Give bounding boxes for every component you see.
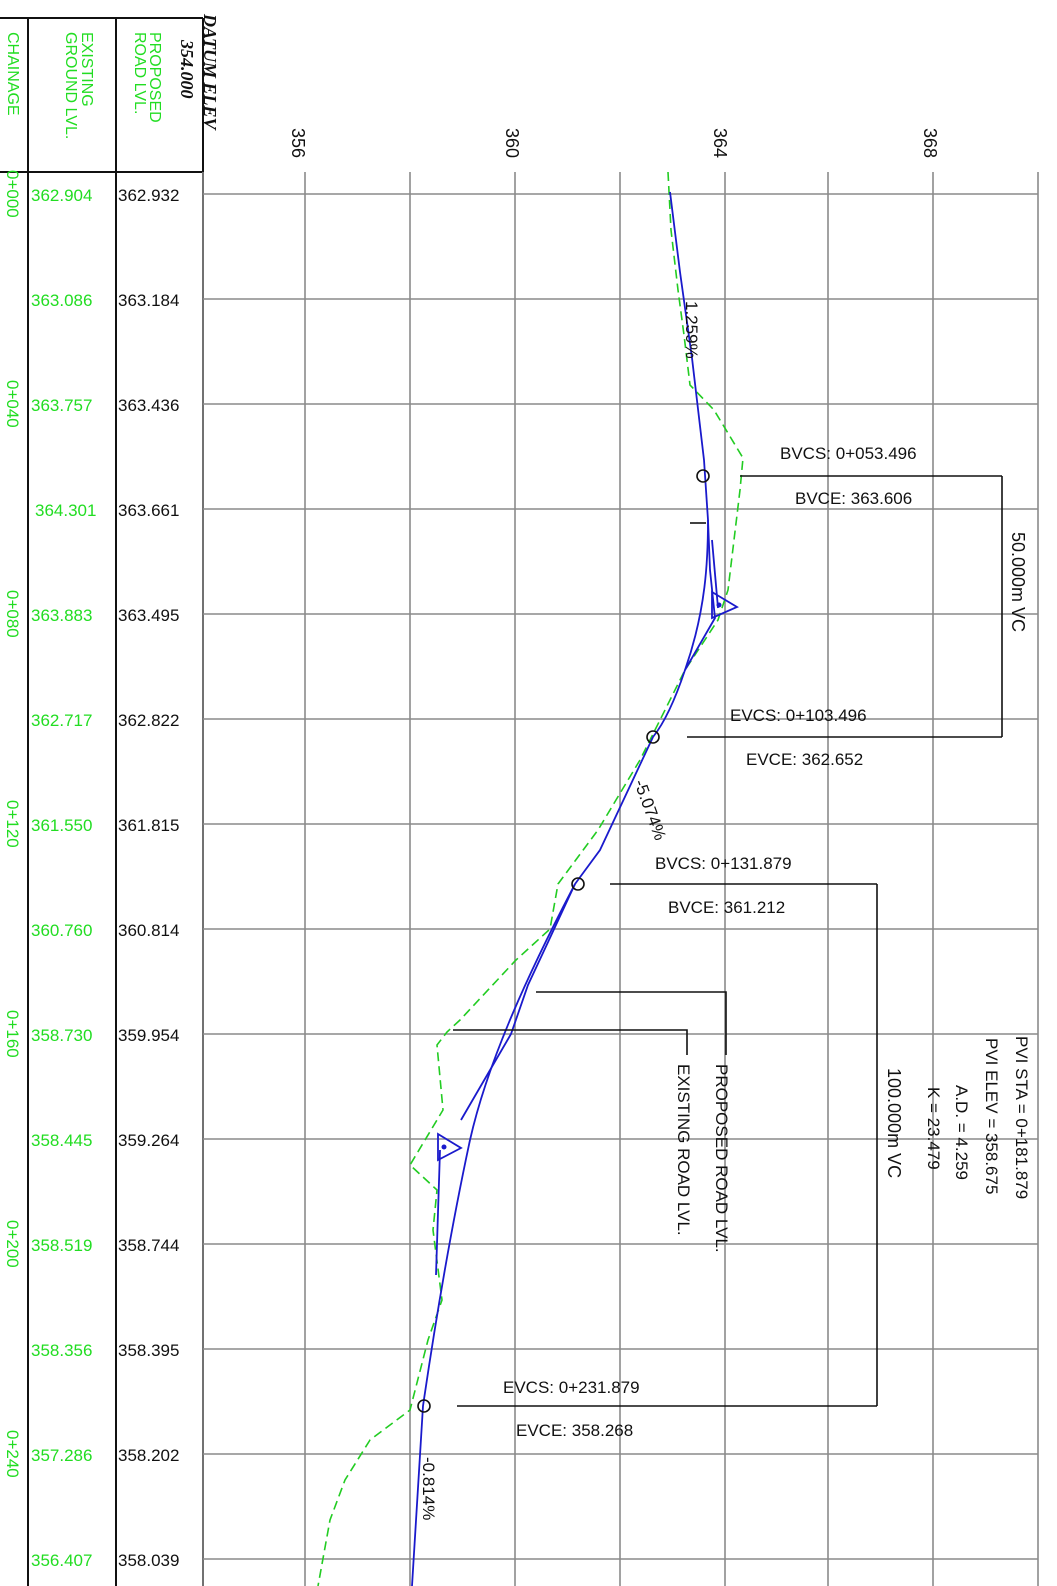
curve1-dimension	[687, 475, 1003, 738]
curve2-dimension	[457, 883, 878, 1407]
proposed-level-value: 363.184	[118, 291, 179, 310]
existing-level-value: 363.883	[31, 606, 92, 625]
existing-header-line2: GROUND LVL.	[62, 32, 79, 139]
proposed-level-value: 362.932	[118, 186, 179, 205]
existing-level-value: 362.717	[31, 711, 92, 730]
curve2-ad: A.D. = 4.259	[952, 1085, 971, 1180]
proposed-level-value: 362.822	[118, 711, 179, 730]
curve1-evce: EVCE: 362.652	[746, 750, 863, 769]
curve1-bvce: BVCE: 363.606	[795, 489, 912, 508]
proposed-road-line	[411, 191, 719, 1586]
curve2-pvi-sta: PVI STA = 0+181.879	[1012, 1036, 1031, 1199]
pvi-markers	[437, 590, 739, 1162]
existing-level-value: 358.356	[31, 1341, 92, 1360]
curve2-evcs: EVCS: 0+231.879	[503, 1378, 640, 1397]
proposed-level-value: 363.495	[118, 606, 179, 625]
elevation-tick: 360	[502, 128, 522, 158]
elevation-tick: 368	[920, 128, 940, 158]
curve2-pvi-elev: PVI ELEV = 358.675	[982, 1038, 1001, 1194]
existing-level-value: 363.086	[31, 291, 92, 310]
proposed-level-value: 361.815	[118, 816, 179, 835]
curve1-length: 50.000m VC	[1008, 532, 1028, 632]
proposed-level-value: 358.744	[118, 1236, 179, 1255]
chainage-value: 0+040	[3, 380, 22, 428]
curve1-bvcs: BVCS: 0+053.496	[780, 444, 917, 463]
grade-label-3: -0.814%	[419, 1457, 438, 1520]
legend-existing-road: EXISTING ROAD LVL.	[674, 1064, 693, 1236]
existing-level-value: 361.550	[31, 816, 92, 835]
existing-level-value: 358.445	[31, 1131, 92, 1150]
bvc2-marker-icon	[571, 877, 585, 891]
chainage-value: 0+120	[3, 800, 22, 848]
evc2-marker-icon	[417, 1399, 431, 1413]
proposed-level-value: 363.436	[118, 396, 179, 415]
curve2-k: K = 23.479	[924, 1087, 943, 1170]
existing-level-value: 363.757	[31, 396, 92, 415]
grade-label-2: -5.074%	[630, 777, 670, 843]
existing-header-line1: EXISTING	[78, 32, 95, 107]
curve2-evce: EVCE: 358.268	[516, 1421, 633, 1440]
datum-value: 354.000	[177, 39, 197, 99]
row-values: 362.904 362.932 0+000 363.086 363.184 363.757…	[3, 170, 179, 1570]
proposed-level-value: 358.202	[118, 1446, 179, 1465]
curve2-length: 100.000m VC	[884, 1068, 904, 1178]
elevation-tick: 364	[710, 128, 730, 158]
profile-grid	[202, 172, 1039, 1586]
proposed-level-value: 360.814	[118, 921, 179, 940]
chainage-value: 0+000	[3, 170, 22, 218]
existing-level-value: 360.760	[31, 921, 92, 940]
chainage-value: 0+200	[3, 1220, 22, 1268]
curve2-bvcs: BVCS: 0+131.879	[655, 854, 792, 873]
chainage-value: 0+080	[3, 590, 22, 638]
legend-proposed-road: PROPOSED ROAD LVL.	[712, 1064, 731, 1253]
existing-level-value: 362.904	[31, 186, 92, 205]
proposed-level-value: 359.264	[118, 1131, 179, 1150]
existing-level-value: 356.407	[31, 1551, 92, 1570]
pvi1-triangle-icon	[711, 590, 739, 620]
existing-level-value: 358.519	[31, 1236, 92, 1255]
proposed-header-line2: ROAD LVL.	[131, 32, 148, 114]
curve-markers	[417, 469, 710, 1413]
existing-ground-line	[317, 171, 744, 1586]
proposed-header-line1: PROPOSED	[146, 32, 163, 123]
proposed-level-value: 358.039	[118, 1551, 179, 1570]
chainage-value: 0+240	[3, 1430, 22, 1478]
evc1-marker-icon	[646, 730, 660, 744]
pvi2-triangle-icon	[437, 1132, 463, 1162]
existing-level-value: 358.730	[31, 1026, 92, 1045]
existing-level-value: 364.301	[35, 501, 96, 520]
chainage-header: CHAINAGE	[4, 32, 21, 116]
legend-leaders	[453, 991, 727, 1055]
datum-label: DATUM ELEV	[200, 13, 220, 132]
elevation-tick: 356	[288, 128, 308, 158]
proposed-level-value: 363.661	[118, 501, 179, 520]
proposed-level-value: 358.395	[118, 1341, 179, 1360]
grade-label-1: 1.259%	[682, 301, 701, 359]
proposed-level-value: 359.954	[118, 1026, 179, 1045]
curve2-bvce: BVCE: 361.212	[668, 898, 785, 917]
existing-level-value: 357.286	[31, 1446, 92, 1465]
elevation-ticks: 356 360 364 368	[288, 128, 940, 158]
bvc1-marker-icon	[696, 469, 710, 483]
curve1-evcs: EVCS: 0+103.496	[730, 706, 867, 725]
chainage-value: 0+160	[3, 1010, 22, 1058]
